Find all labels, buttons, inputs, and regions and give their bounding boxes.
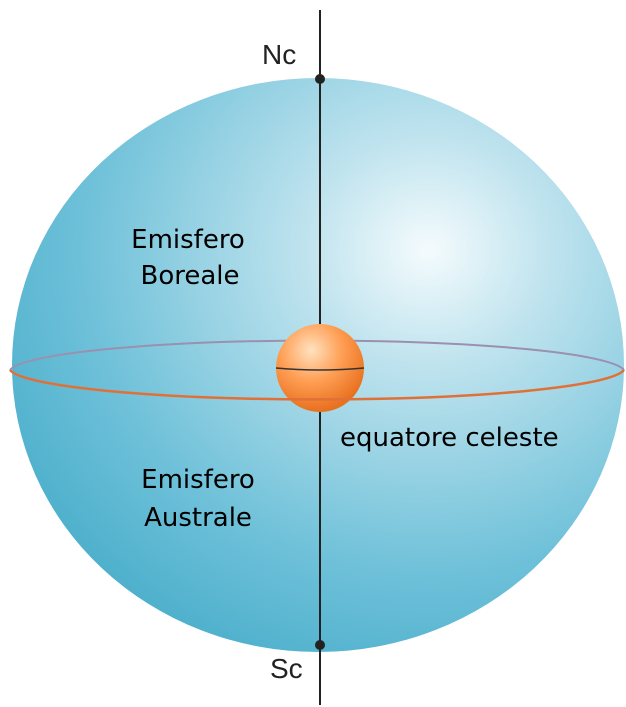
south-pole-label: Sc [270, 653, 303, 684]
north-pole-point [315, 74, 325, 84]
northern-label-1: Emisfero [131, 225, 245, 255]
northern-label-2: Boreale [140, 261, 239, 291]
earth-equator [275, 367, 365, 371]
north-pole-label: Nc [262, 39, 296, 70]
southern-label-1: Emisfero [141, 465, 255, 495]
southern-label-2: Australe [144, 503, 252, 533]
equator-label: equatore celeste [340, 423, 559, 453]
south-pole-point [315, 640, 325, 650]
earth [276, 324, 364, 412]
equator-front [9, 369, 625, 401]
